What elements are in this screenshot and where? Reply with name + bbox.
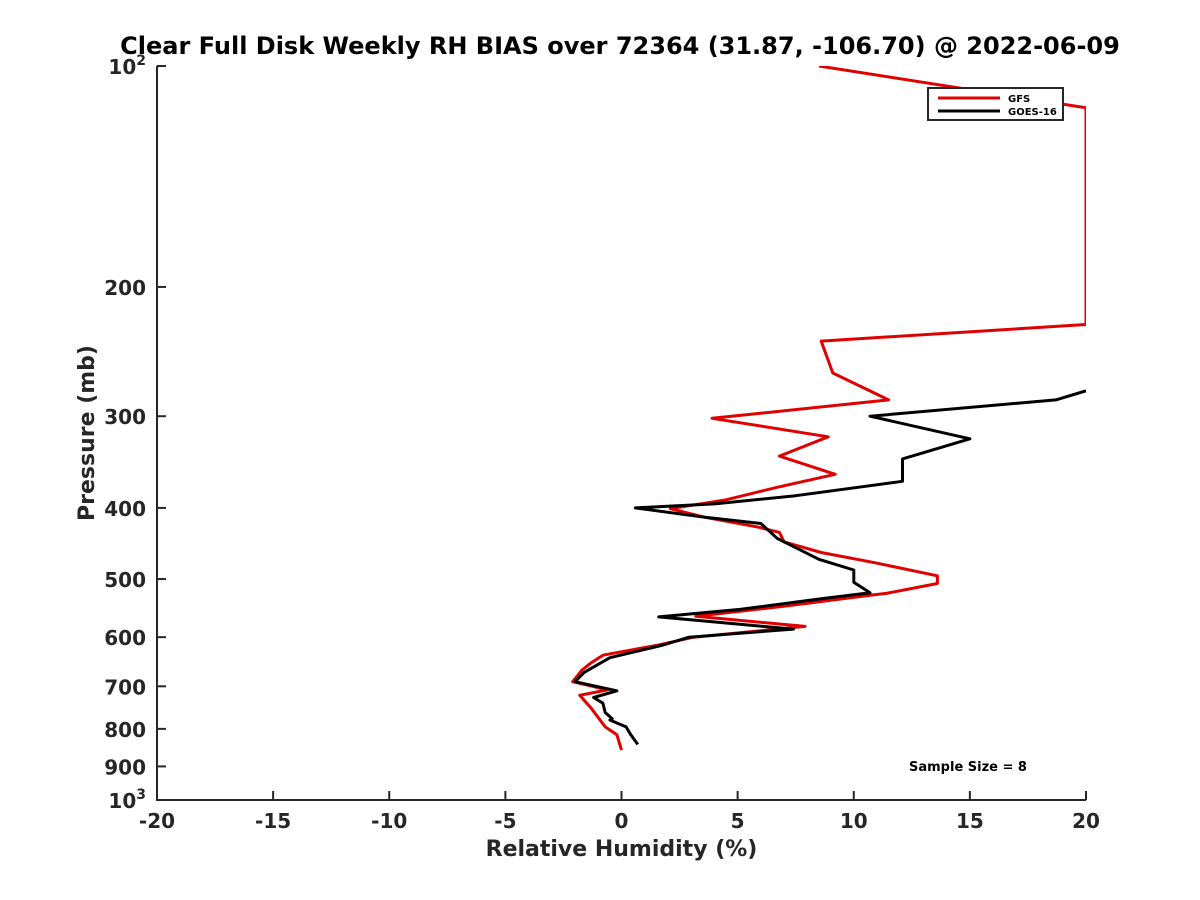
y-tick-label: 103 — [108, 787, 146, 813]
x-tick-label: -15 — [255, 809, 291, 833]
chart-title: Clear Full Disk Weekly RH BIAS over 7236… — [120, 32, 1120, 60]
y-tick-label: 300 — [104, 405, 146, 429]
sample-size-annotation: Sample Size = 8 — [909, 760, 1027, 775]
legend-box — [927, 87, 1064, 121]
x-tick-label: -10 — [371, 809, 407, 833]
x-tick-label: 15 — [956, 809, 984, 833]
x-tick-label: 0 — [615, 809, 629, 833]
y-tick-label: 500 — [104, 568, 146, 592]
series-line-gfs — [571, 66, 1086, 751]
y-axis-label: Pressure (mb) — [75, 345, 100, 521]
y-tick-label: 102 — [108, 53, 146, 79]
y-tick-label: 800 — [104, 718, 146, 742]
x-tick-label: 20 — [1072, 809, 1100, 833]
x-tick-label: 5 — [731, 809, 745, 833]
y-tick-label: 200 — [104, 276, 146, 300]
plot-area: -20 -15 -10 -5 0 5 10 15 20 102 200 300 400 500 600 700… — [75, 53, 1100, 862]
y-tick-label: 900 — [104, 755, 146, 779]
x-tick-label: -5 — [494, 809, 516, 833]
x-tick-label: -20 — [139, 809, 175, 833]
series-line-goes-16 — [573, 389, 1086, 746]
x-axis-label: Relative Humidity (%) — [486, 837, 758, 862]
x-tick-label: 10 — [840, 809, 868, 833]
y-tick-label: 400 — [104, 497, 146, 521]
y-tick-label: 700 — [104, 675, 146, 699]
y-tick-label: 600 — [104, 626, 146, 650]
legend-label: GFS — [1008, 94, 1030, 105]
legend-label: GOES-16 — [1008, 107, 1057, 118]
